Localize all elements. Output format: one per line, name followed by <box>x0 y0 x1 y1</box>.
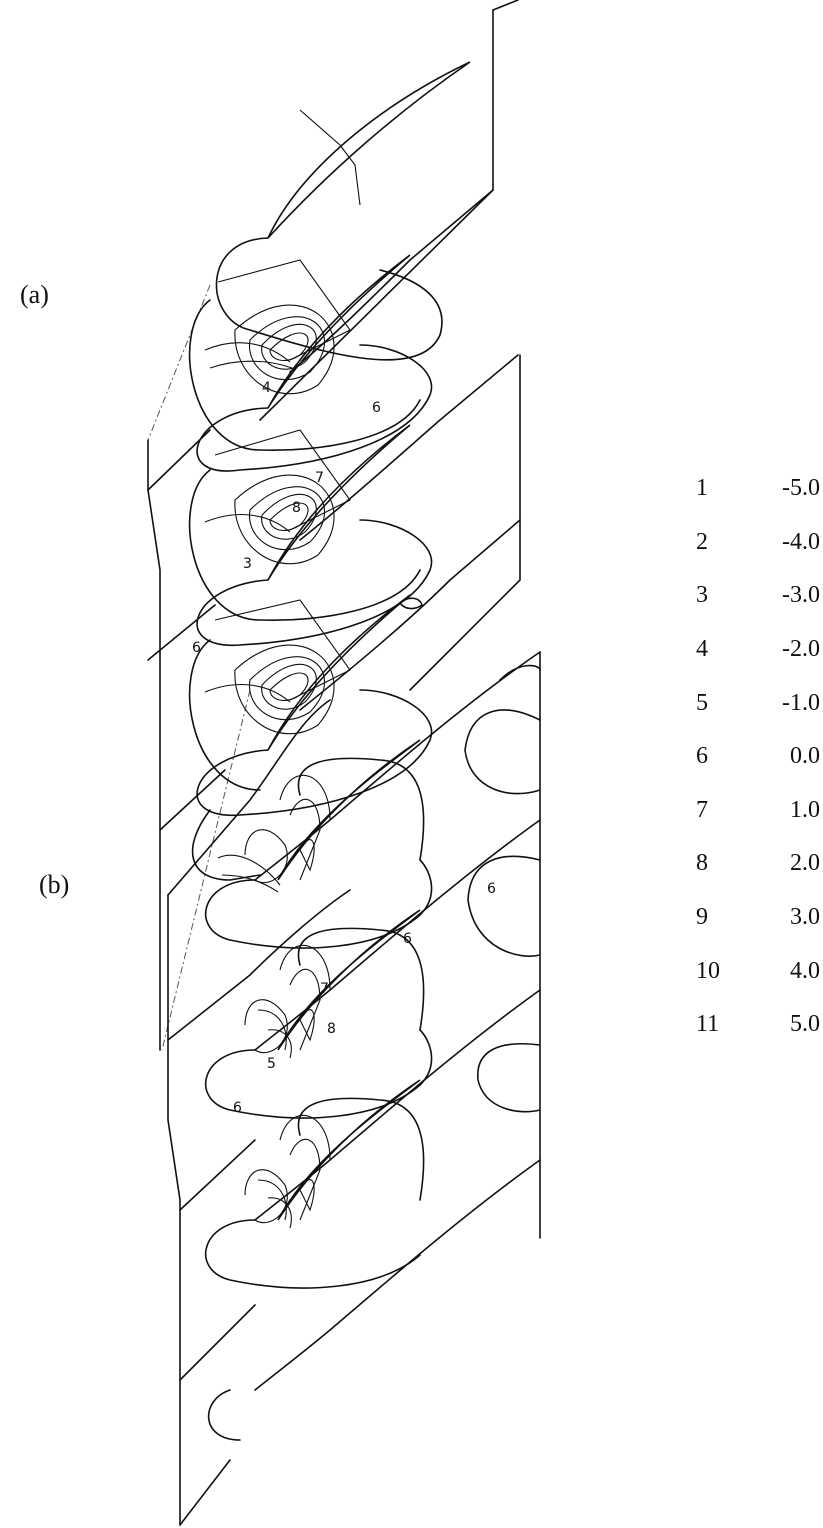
legend-value: 5.0 <box>790 1011 820 1038</box>
contour-level-legend: 1 -5.0 2 -4.0 3 -3.0 4 -2.0 5 -1.0 6 0.0 7 1.0 8 2.0 9 3.… <box>696 462 820 1052</box>
panel-label-b: (b) <box>39 870 70 899</box>
legend-level: 8 <box>696 850 708 877</box>
blade-b2 <box>277 909 421 1051</box>
legend-row: 3 -3.0 <box>696 569 820 623</box>
blade-a4 <box>267 594 411 751</box>
blade-b3 <box>277 1079 421 1221</box>
blade-a2 <box>267 254 411 409</box>
panel-b-grid <box>167 597 541 1526</box>
contour-label: 6 <box>403 931 412 947</box>
legend-value: -4.0 <box>782 528 820 555</box>
contour-cluster-b2 <box>244 944 331 1059</box>
contour-cluster-b3 <box>244 1114 331 1229</box>
legend-value: 3.0 <box>790 904 820 931</box>
contour-label: 7 <box>320 981 329 997</box>
legend-row: 5 -1.0 <box>696 676 820 730</box>
panel-a-grid <box>147 0 521 1051</box>
contour-cluster-a1 <box>204 304 335 395</box>
legend-level: 2 <box>696 528 708 555</box>
legend-value: -2.0 <box>782 636 820 663</box>
legend-row: 10 4.0 <box>696 944 820 998</box>
legend-row: 9 3.0 <box>696 891 820 945</box>
contour-label: 8 <box>292 500 301 516</box>
legend-level: 10 <box>696 957 720 984</box>
legend-level: 3 <box>696 582 708 609</box>
legend-row: 7 1.0 <box>696 784 820 838</box>
legend-level: 1 <box>696 475 708 502</box>
blade-a1 <box>267 61 471 239</box>
contour-label: 5 <box>267 1056 276 1072</box>
legend-level: 4 <box>696 636 708 663</box>
legend-row: 1 -5.0 <box>696 462 820 516</box>
panel-label-a: (a) <box>20 280 49 309</box>
legend-row: 8 2.0 <box>696 837 820 891</box>
contour-cluster-a2 <box>204 474 335 565</box>
legend-value: -3.0 <box>782 582 820 609</box>
contour-label: 4 <box>262 380 271 396</box>
legend-value: 0.0 <box>790 743 820 770</box>
contour-label: 7 <box>315 470 324 486</box>
panel-b-labels: 6 6 7 8 5 6 <box>233 881 496 1116</box>
legend-value: 1.0 <box>790 796 820 823</box>
legend-value: 2.0 <box>790 850 820 877</box>
legend-row: 2 -4.0 <box>696 516 820 570</box>
contour-label: 6 <box>233 1100 242 1116</box>
contour-label: 6 <box>487 881 496 897</box>
legend-level: 5 <box>696 689 708 716</box>
legend-level: 6 <box>696 743 708 770</box>
legend-level: 7 <box>696 796 708 823</box>
legend-level: 9 <box>696 904 708 931</box>
legend-level: 11 <box>696 1011 720 1038</box>
blade-a3 <box>267 424 411 581</box>
contour-label: 6 <box>372 400 381 416</box>
legend-value: -5.0 <box>782 475 820 502</box>
legend-value: -1.0 <box>782 689 820 716</box>
contour-label: 3 <box>243 556 252 572</box>
contour-label: 8 <box>327 1021 336 1037</box>
legend-value: 4.0 <box>790 957 820 984</box>
contour-cluster-a3 <box>204 644 335 735</box>
legend-row: 6 0.0 <box>696 730 820 784</box>
contour-cluster-b1 <box>217 774 331 893</box>
legend-row: 4 -2.0 <box>696 623 820 677</box>
panel-a-labels: 4 6 7 8 3 6 <box>192 380 381 656</box>
legend-row: 11 5.0 <box>696 998 820 1052</box>
blade-b1 <box>277 739 421 881</box>
contour-label: 6 <box>192 640 201 656</box>
